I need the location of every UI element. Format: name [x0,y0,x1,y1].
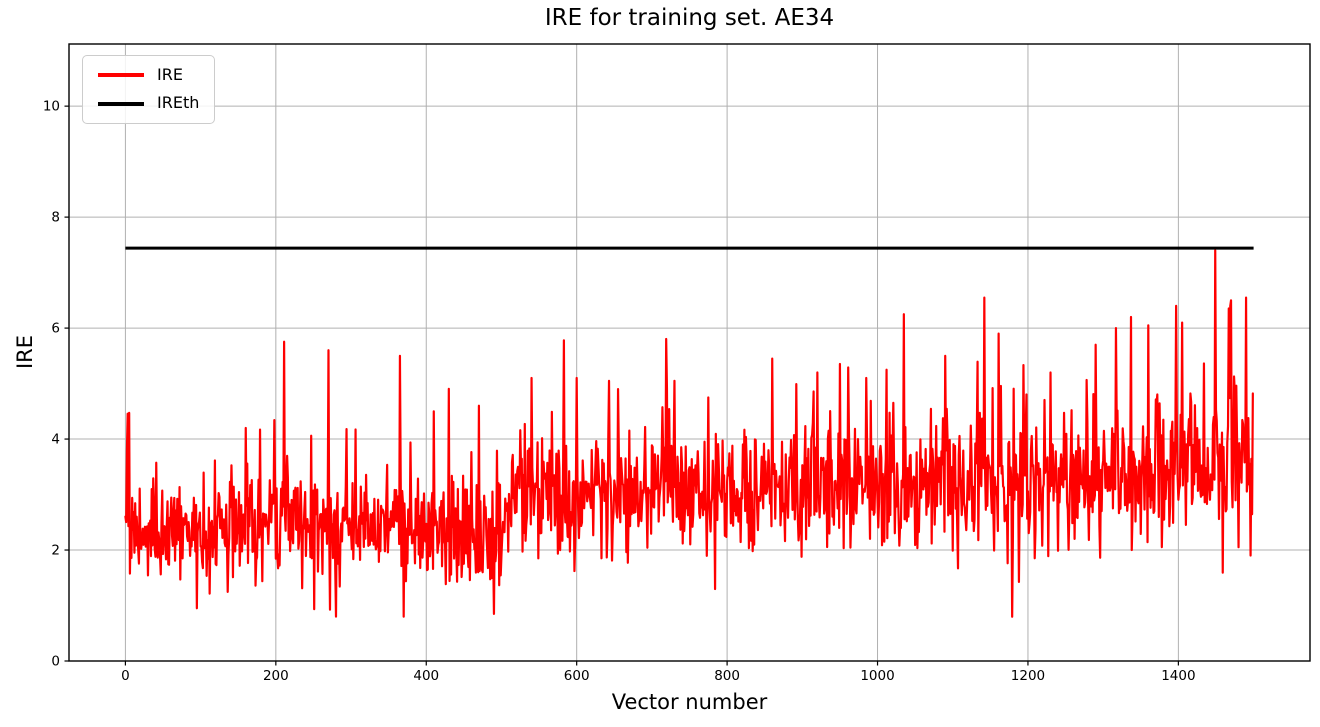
y-tick-label: 0 [51,654,60,670]
legend-label-ireth: IREth [157,93,200,113]
x-tick-label: 600 [564,668,590,684]
x-tick-label: 400 [413,668,439,684]
y-tick-label: 8 [51,210,60,226]
legend-item-ireth: IREth [98,93,200,113]
y-tick-label: 10 [43,99,60,115]
x-tick-label: 1400 [1161,668,1195,684]
ire-line-swatch [98,73,144,78]
x-tick-label: 200 [263,668,289,684]
y-tick-label: 4 [51,432,60,448]
chart-title: IRE for training set. AE34 [544,5,835,31]
x-tick-label: 1200 [1011,668,1045,684]
x-tick-label: 1000 [860,668,894,684]
x-axis-label: Vector number [611,690,768,714]
axes-spines [68,43,1311,662]
legend-label-ire: IRE [157,65,183,84]
y-tick-label: 2 [51,543,60,559]
x-tick-label: 0 [121,668,130,684]
y-axis-label: IRE [13,334,37,370]
x-tick-label: 800 [714,668,740,684]
legend: IRE IREth [82,55,216,124]
y-tick-label: 6 [51,321,60,337]
ireth-line-swatch [98,101,144,106]
ire-line [124,249,1254,618]
legend-item-ire: IRE [98,65,199,84]
